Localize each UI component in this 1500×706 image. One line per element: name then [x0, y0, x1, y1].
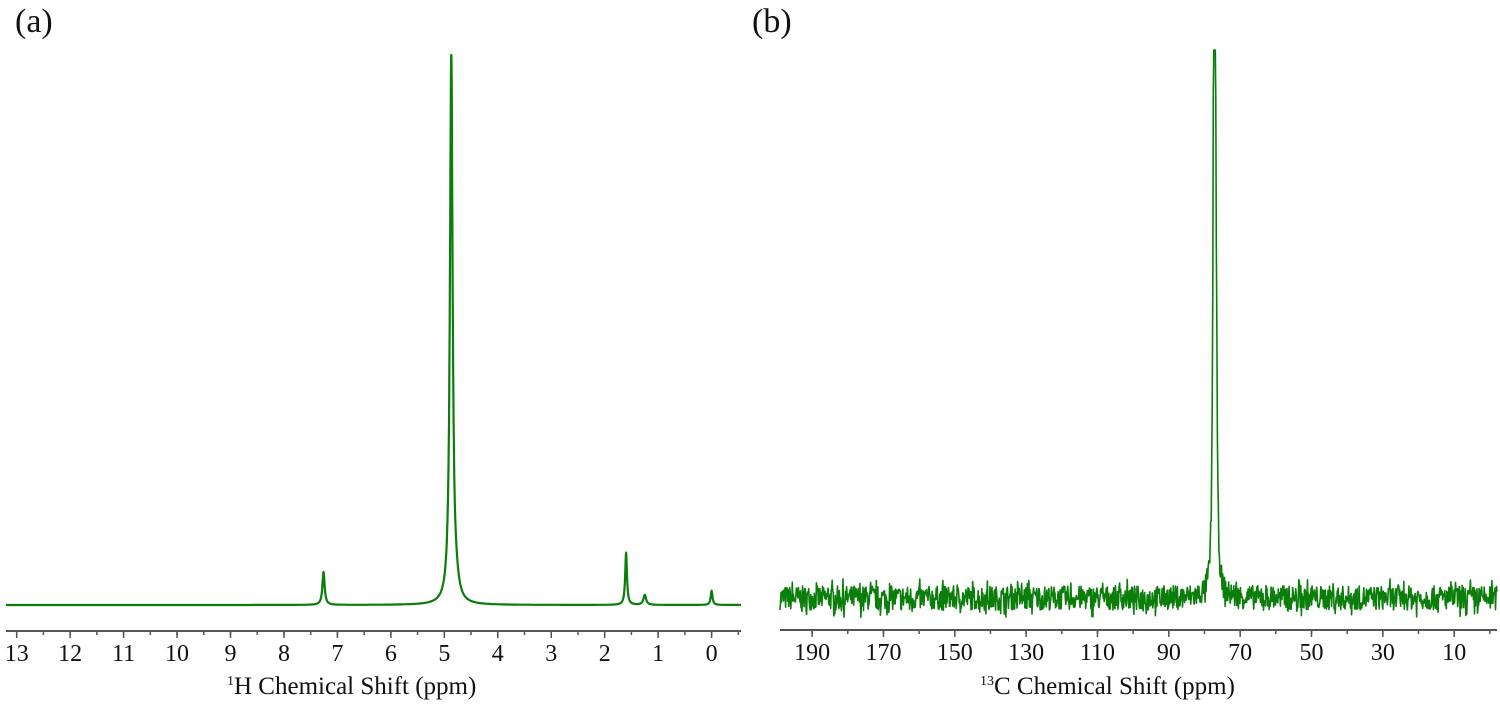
tick-label: 11: [112, 641, 135, 667]
panel-b-label: (b): [752, 3, 792, 40]
proton-isotope-superscript: 1: [227, 674, 234, 689]
tick-label: 0: [706, 641, 718, 667]
proton-spectrum-line: [5, 53, 742, 607]
tick-label: 170: [865, 640, 901, 666]
tick-label: 7: [331, 641, 343, 667]
tick-label: 12: [58, 641, 82, 667]
tick-label: 10: [165, 641, 189, 667]
carbon-nmr-spectrum: 190 170 150 130 110 90 70 50 30 10: [779, 49, 1498, 666]
tick-label: 50: [1300, 640, 1324, 666]
carbon-isotope-superscript: 13: [980, 674, 994, 689]
carbon-x-axis-title: 13C Chemical Shift (ppm): [980, 673, 1235, 701]
carbon-x-axis: 190 170 150 130 110 90 70 50 30 10: [780, 629, 1497, 666]
tick-label: 9: [225, 641, 237, 667]
tick-label: 8: [278, 641, 290, 667]
tick-label: 130: [1008, 640, 1044, 666]
tick-label: 13: [5, 641, 29, 667]
panel-a-label: (a): [15, 3, 53, 40]
carbon-spectrum-line: [779, 49, 1498, 618]
tick-label: 30: [1371, 640, 1395, 666]
tick-label: 3: [545, 641, 557, 667]
tick-label: 5: [438, 641, 450, 667]
tick-label: 1: [652, 641, 664, 667]
proton-x-axis-title-text: H Chemical Shift (ppm): [234, 673, 477, 700]
tick-label: 4: [492, 641, 504, 667]
proton-x-axis: 13 12 11 10 9 8 7 6 5 4 3 2 1 0: [5, 630, 741, 667]
proton-x-axis-title: 1H Chemical Shift (ppm): [227, 673, 476, 701]
tick-label: 10: [1442, 640, 1466, 666]
tick-label: 90: [1157, 640, 1181, 666]
tick-label: 2: [599, 641, 611, 667]
tick-label: 190: [794, 640, 830, 666]
carbon-x-axis-title-text: C Chemical Shift (ppm): [994, 673, 1235, 700]
proton-nmr-spectrum: 13 12 11 10 9 8 7 6 5 4 3 2 1 0: [5, 53, 742, 667]
tick-label: 70: [1228, 640, 1252, 666]
tick-label: 6: [385, 641, 397, 667]
tick-label: 110: [1080, 640, 1115, 666]
tick-label: 150: [937, 640, 973, 666]
